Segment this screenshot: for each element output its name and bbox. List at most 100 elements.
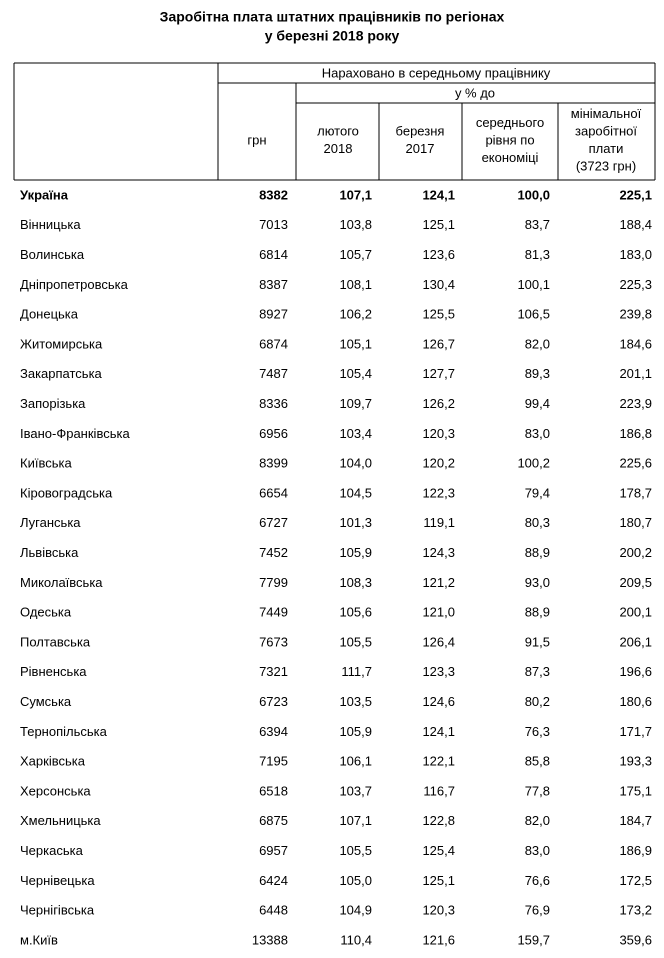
cell-value: 103,4 bbox=[339, 426, 372, 441]
header-subgroup: у % до bbox=[455, 85, 495, 100]
cell-value: 122,3 bbox=[422, 485, 455, 500]
cell-value: 126,2 bbox=[422, 396, 455, 411]
region-name: Запорізька bbox=[20, 396, 86, 411]
cell-value: 124,1 bbox=[422, 724, 455, 739]
cell-value: 188,4 bbox=[619, 217, 652, 232]
cell-value: 107,1 bbox=[339, 813, 372, 828]
column-header: (3723 грн) bbox=[576, 159, 636, 174]
cell-value: 200,2 bbox=[619, 545, 652, 560]
column-header: плати bbox=[589, 141, 624, 156]
cell-value: 122,8 bbox=[422, 813, 455, 828]
cell-value: 6956 bbox=[259, 426, 288, 441]
cell-value: 122,1 bbox=[422, 754, 455, 769]
cell-value: 125,1 bbox=[422, 873, 455, 888]
cell-value: 89,3 bbox=[525, 366, 550, 381]
cell-value: 193,3 bbox=[619, 754, 652, 769]
region-name: Хмельницька bbox=[20, 813, 101, 828]
column-header: середнього bbox=[476, 115, 544, 130]
cell-value: 121,0 bbox=[422, 605, 455, 620]
region-name: Україна bbox=[20, 187, 69, 202]
cell-value: 201,1 bbox=[619, 366, 652, 381]
cell-value: 6875 bbox=[259, 813, 288, 828]
cell-value: 6957 bbox=[259, 843, 288, 858]
cell-value: 99,4 bbox=[525, 396, 550, 411]
cell-value: 88,9 bbox=[525, 545, 550, 560]
cell-value: 103,7 bbox=[339, 783, 372, 798]
cell-value: 76,9 bbox=[525, 903, 550, 918]
cell-value: 106,5 bbox=[517, 307, 550, 322]
cell-value: 125,5 bbox=[422, 307, 455, 322]
cell-value: 105,6 bbox=[339, 605, 372, 620]
cell-value: 105,5 bbox=[339, 634, 372, 649]
cell-value: 6518 bbox=[259, 783, 288, 798]
cell-value: 225,3 bbox=[619, 277, 652, 292]
cell-value: 173,2 bbox=[619, 903, 652, 918]
cell-value: 105,4 bbox=[339, 366, 372, 381]
region-name: Луганська bbox=[20, 515, 81, 530]
cell-value: 100,1 bbox=[517, 277, 550, 292]
cell-value: 7799 bbox=[259, 575, 288, 590]
region-name: Закарпатська bbox=[20, 366, 103, 381]
cell-value: 105,1 bbox=[339, 336, 372, 351]
cell-value: 239,8 bbox=[619, 307, 652, 322]
cell-value: 8927 bbox=[259, 307, 288, 322]
cell-value: 184,7 bbox=[619, 813, 652, 828]
cell-value: 121,6 bbox=[422, 932, 455, 947]
cell-value: 7673 bbox=[259, 634, 288, 649]
cell-value: 7449 bbox=[259, 605, 288, 620]
cell-value: 110,4 bbox=[340, 932, 372, 947]
cell-value: 103,5 bbox=[339, 694, 372, 709]
cell-value: 80,3 bbox=[525, 515, 550, 530]
column-header: рівня по bbox=[485, 132, 534, 147]
cell-value: 175,1 bbox=[619, 783, 652, 798]
cell-value: 120,3 bbox=[422, 903, 455, 918]
region-name: Харківська bbox=[20, 754, 86, 769]
cell-value: 106,1 bbox=[339, 754, 372, 769]
cell-value: 172,5 bbox=[619, 873, 652, 888]
column-header: березня bbox=[396, 124, 445, 139]
column-header: грн bbox=[247, 132, 266, 147]
cell-value: 104,9 bbox=[339, 903, 372, 918]
cell-value: 76,3 bbox=[525, 724, 550, 739]
cell-value: 186,8 bbox=[619, 426, 652, 441]
cell-value: 120,3 bbox=[422, 426, 455, 441]
cell-value: 6394 bbox=[259, 724, 288, 739]
region-name: Рівненська bbox=[20, 664, 87, 679]
cell-value: 106,2 bbox=[339, 307, 372, 322]
column-header: заробітної bbox=[575, 124, 637, 139]
cell-value: 126,4 bbox=[422, 634, 455, 649]
cell-value: 108,3 bbox=[339, 575, 372, 590]
region-name: Чернівецька bbox=[20, 873, 95, 888]
cell-value: 186,9 bbox=[619, 843, 652, 858]
region-name: Київська bbox=[20, 456, 72, 471]
cell-value: 6723 bbox=[259, 694, 288, 709]
region-name: Миколаївська bbox=[20, 575, 103, 590]
cell-value: 88,9 bbox=[525, 605, 550, 620]
cell-value: 107,1 bbox=[339, 187, 372, 202]
cell-value: 124,1 bbox=[422, 187, 455, 202]
column-header: лютого bbox=[317, 124, 359, 139]
cell-value: 180,6 bbox=[619, 694, 652, 709]
cell-value: 80,2 bbox=[525, 694, 550, 709]
cell-value: 6874 bbox=[259, 336, 288, 351]
cell-value: 8387 bbox=[259, 277, 288, 292]
cell-value: 6727 bbox=[259, 515, 288, 530]
column-header: економіці bbox=[482, 150, 539, 165]
cell-value: 6814 bbox=[259, 247, 288, 262]
cell-value: 83,0 bbox=[525, 426, 550, 441]
cell-value: 104,5 bbox=[339, 485, 372, 500]
region-name: Вінницька bbox=[20, 217, 81, 232]
cell-value: 104,0 bbox=[339, 456, 372, 471]
cell-value: 77,8 bbox=[525, 783, 550, 798]
region-name: Сумська bbox=[20, 694, 72, 709]
region-name: Волинська bbox=[20, 247, 85, 262]
cell-value: 126,7 bbox=[422, 336, 455, 351]
cell-value: 13388 bbox=[252, 932, 288, 947]
cell-value: 359,6 bbox=[619, 932, 652, 947]
cell-value: 178,7 bbox=[619, 485, 652, 500]
cell-value: 120,2 bbox=[422, 456, 455, 471]
region-name: Полтавська bbox=[20, 634, 91, 649]
cell-value: 225,1 bbox=[619, 187, 652, 202]
